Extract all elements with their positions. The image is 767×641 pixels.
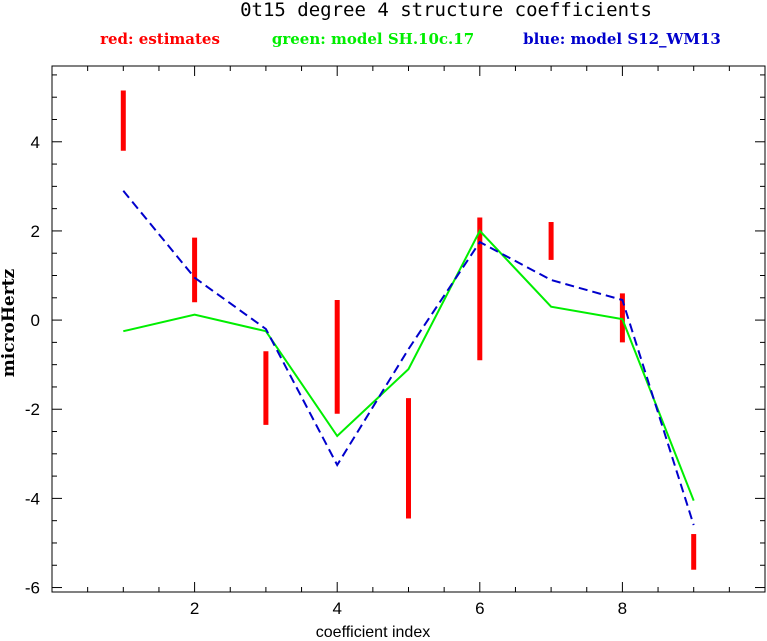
chart-title: 0t15 degree 4 structure coefficients [240, 0, 652, 21]
x-tick-label: 6 [475, 599, 484, 618]
y-tick-labels: -6 -4 -2 0 2 4 [25, 133, 40, 598]
y-tick-label: 2 [31, 222, 40, 241]
y-tick-label: -2 [25, 400, 40, 419]
model-lines [122, 190, 695, 526]
axis-ticks [52, 66, 765, 592]
y-axis-label: microHertz [0, 268, 19, 377]
y-tick-label: 4 [31, 133, 40, 152]
legend-model-s12: blue: model S12_WM13 [523, 30, 721, 48]
x-axis-label: coefficient index [316, 624, 430, 641]
y-tick-label: -4 [25, 489, 40, 508]
x-tick-label: 4 [332, 599, 341, 618]
y-tick-label: -6 [25, 579, 40, 598]
x-tick-label: 8 [618, 599, 627, 618]
series-line-s12wm13 [122, 190, 695, 526]
x-tick-labels: 2 4 6 8 [190, 599, 627, 618]
legend-model-sh: green: model SH.10c.17 [272, 30, 474, 48]
legend-estimates: red: estimates [100, 30, 220, 48]
estimate-bars [120, 90, 697, 570]
y-tick-label: 0 [31, 311, 40, 330]
x-tick-label: 2 [190, 599, 199, 618]
series-line-sh10c17 [123, 229, 695, 501]
